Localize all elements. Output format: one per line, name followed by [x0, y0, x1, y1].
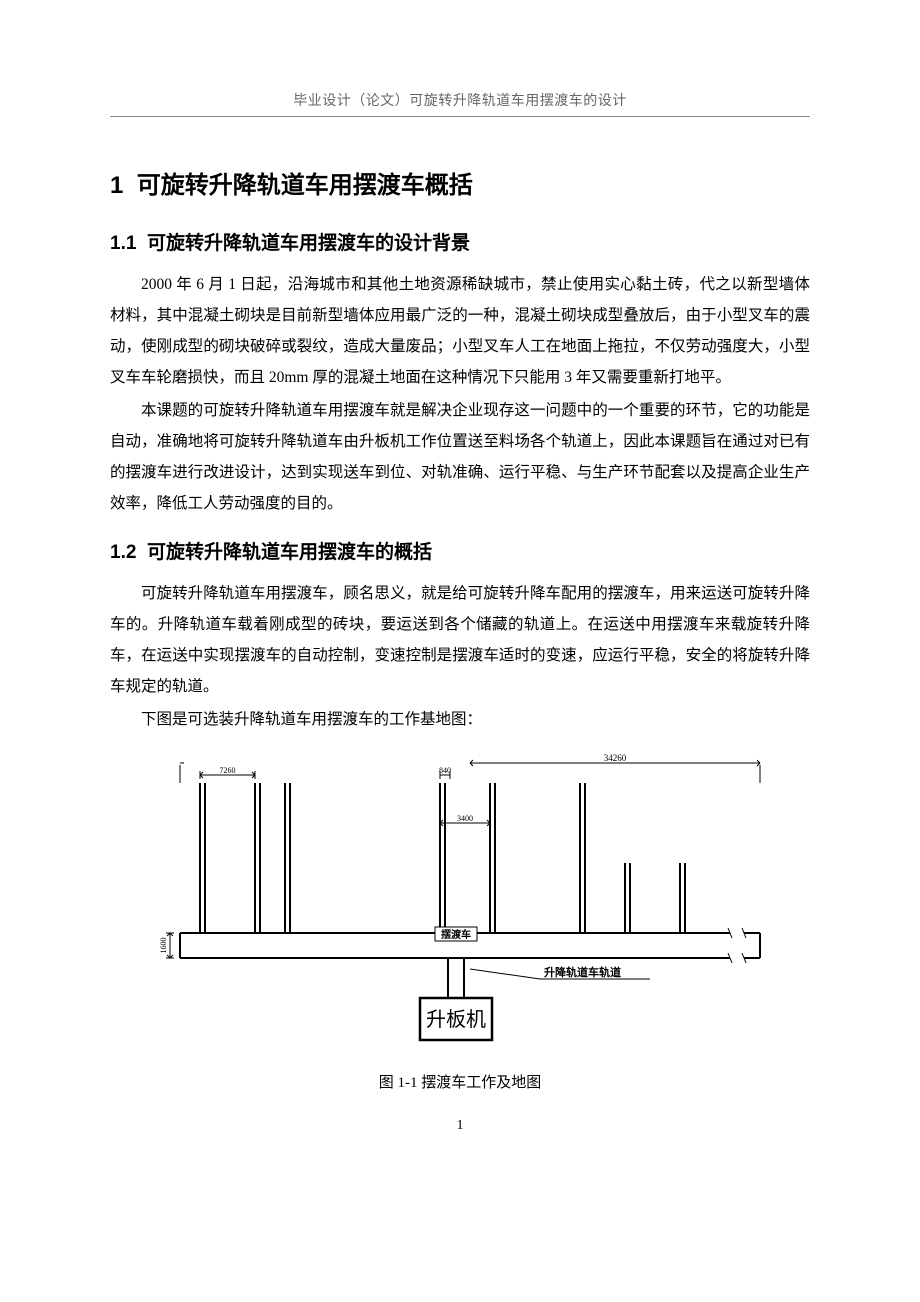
svg-text:摆渡车: 摆渡车 [441, 928, 471, 941]
body-paragraph: 本课题的可旋转升降轨道车用摆渡车就是解决企业现存这一问题中的一个重要的环节，它的… [110, 395, 810, 519]
section-number: 1 [110, 172, 123, 199]
subsection-number: 1.1 [110, 233, 136, 254]
figure-caption: 图 1-1 摆渡车工作及地图 [379, 1071, 542, 1092]
svg-text:7260: 7260 [220, 766, 236, 775]
svg-text:升降轨道车轨道: 升降轨道车轨道 [544, 965, 621, 979]
page-number: 1 [110, 1118, 810, 1134]
subsection-title-text: 可旋转升降轨道车用摆渡车的概括 [147, 542, 432, 563]
section-heading: 1 可旋转升降轨道车用摆渡车概括 [110, 165, 810, 200]
figure-svg: 34260 7260 840 3400 1600 摆渡车升降轨道车轨道升板机 [140, 753, 780, 1053]
svg-text:34260: 34260 [604, 753, 627, 763]
section-title-text: 可旋转升降轨道车用摆渡车概括 [137, 172, 473, 199]
body-paragraph: 可旋转升降轨道车用摆渡车，顾名思义，就是给可旋转升降车配用的摆渡车，用来运送可旋… [110, 578, 810, 702]
running-header: 毕业设计（论文）可旋转升降轨道车用摆渡车的设计 [110, 90, 810, 117]
subsection-heading: 1.1 可旋转升降轨道车用摆渡车的设计背景 [110, 228, 810, 255]
subsection-number: 1.2 [110, 542, 136, 563]
svg-text:840: 840 [439, 766, 451, 775]
figure-1-1: 34260 7260 840 3400 1600 摆渡车升降轨道车轨道升板机 图 1-1 … [110, 753, 810, 1092]
body-paragraph: 2000 年 6 月 1 日起，沿海城市和其他土地资源稀缺城市，禁止使用实心黏土… [110, 269, 810, 393]
svg-text:1600: 1600 [159, 938, 168, 954]
svg-text:升板机: 升板机 [426, 1008, 486, 1031]
body-paragraph: 下图是可选装升降轨道车用摆渡车的工作基地图： [110, 704, 810, 735]
svg-text:3400: 3400 [457, 814, 473, 823]
subsection-heading: 1.2 可旋转升降轨道车用摆渡车的概括 [110, 537, 810, 564]
subsection-title-text: 可旋转升降轨道车用摆渡车的设计背景 [147, 233, 470, 254]
